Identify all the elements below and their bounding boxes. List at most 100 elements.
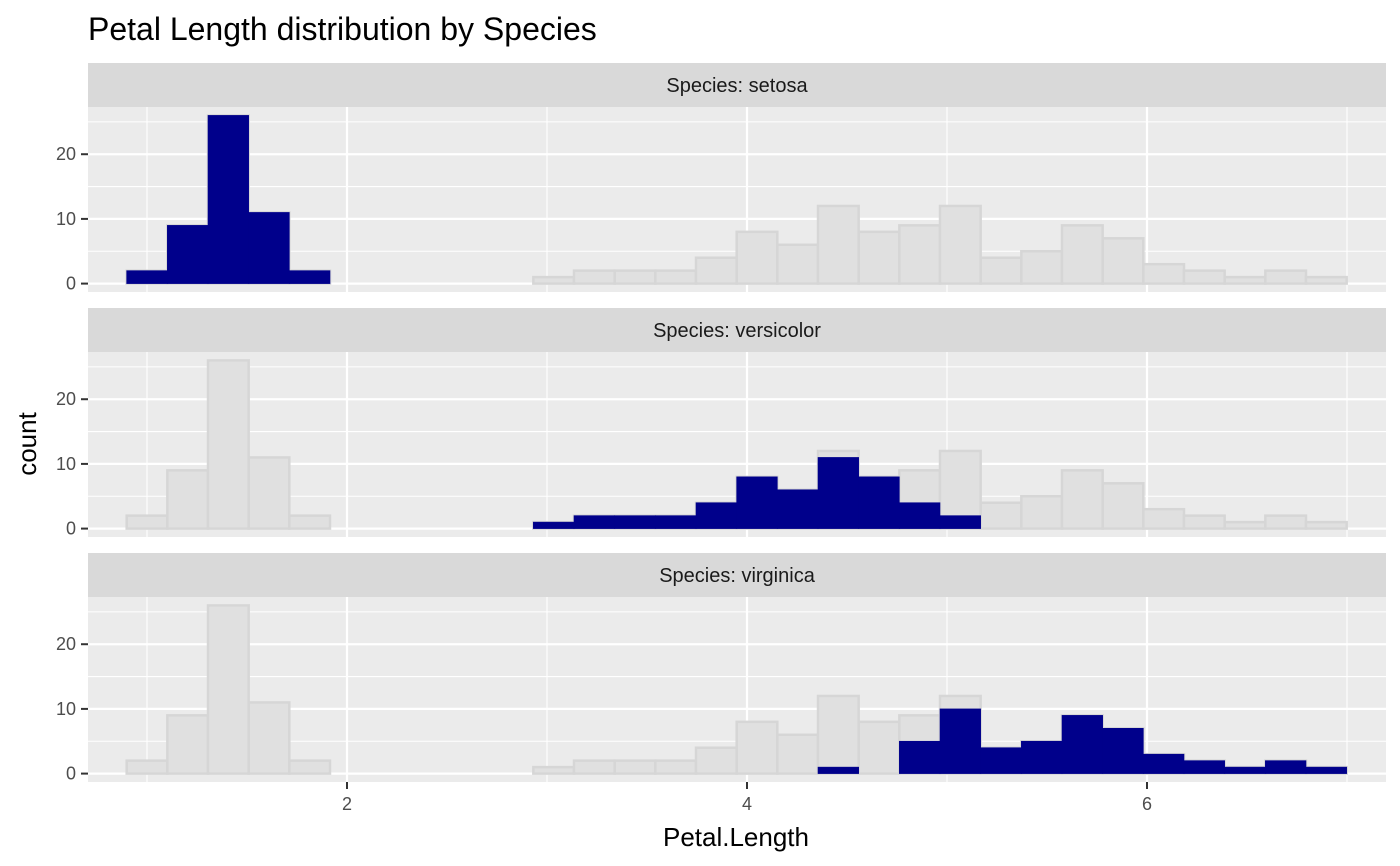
highlight-bar	[980, 747, 1022, 774]
x-tick-label: 2	[342, 794, 352, 814]
background-bar	[857, 720, 901, 775]
highlight-bar	[1224, 766, 1266, 774]
background-bar	[979, 256, 1023, 285]
facet-strip	[88, 553, 1386, 597]
highlight-bar	[1102, 728, 1144, 774]
background-bar	[1182, 269, 1226, 285]
background-bar	[125, 759, 169, 775]
y-tick-label: 0	[66, 764, 76, 784]
background-bar	[572, 759, 616, 775]
highlight-bar	[695, 502, 737, 529]
facet-panel-2: Species: versicolor 0 10 20	[56, 308, 1386, 539]
highlight-bar	[899, 502, 941, 529]
x-tick-label: 6	[1142, 794, 1152, 814]
facet-strip-label: Species: setosa	[666, 75, 808, 97]
background-bar	[206, 604, 250, 775]
x-axis: 2 4 6	[342, 782, 1152, 814]
y-tick-label: 10	[56, 699, 76, 719]
background-bar	[1060, 224, 1104, 285]
facet-panels: Species: setosa 0 10 20 Species: versicolor 0…	[56, 63, 1386, 784]
highlight-bar	[817, 457, 859, 529]
background-bar	[654, 269, 698, 285]
background-bar	[1101, 482, 1145, 530]
y-tick-label: 0	[66, 274, 76, 294]
background-bar	[776, 733, 820, 775]
facet-strip-label: Species: virginica	[659, 565, 816, 587]
background-bar	[898, 224, 942, 285]
y-tick-label: 10	[56, 454, 76, 474]
background-bar	[1264, 269, 1308, 285]
background-bar	[1060, 469, 1104, 530]
highlight-bar	[1061, 715, 1103, 774]
background-bar	[1223, 275, 1267, 285]
highlight-bar	[289, 270, 331, 284]
background-bar	[1182, 514, 1226, 530]
highlight-bar	[1143, 753, 1185, 774]
background-bar	[938, 204, 982, 285]
facet-panel-3: Species: virginica 0 10 20	[56, 553, 1386, 784]
y-tick-label: 20	[56, 144, 76, 164]
highlight-bar	[736, 476, 778, 529]
highlight-bar	[858, 476, 900, 529]
highlight-bar	[777, 489, 819, 529]
facet-strip	[88, 63, 1386, 107]
x-axis-title: Petal.Length	[663, 822, 809, 852]
background-bar	[816, 204, 860, 285]
background-bar	[572, 269, 616, 285]
highlight-bar	[1265, 760, 1307, 774]
highlight-bar	[533, 521, 575, 529]
background-bar	[288, 759, 332, 775]
background-bar	[532, 765, 576, 775]
background-bar	[166, 714, 210, 775]
highlight-bar	[899, 740, 941, 774]
background-bar	[776, 243, 820, 285]
highlight-bar	[817, 766, 859, 774]
background-bar	[857, 230, 901, 285]
background-bar	[1304, 275, 1348, 285]
background-bar	[166, 469, 210, 530]
background-bar	[1142, 262, 1186, 285]
background-bar	[694, 746, 738, 775]
background-bar	[979, 501, 1023, 530]
background-bar	[694, 256, 738, 285]
highlight-bar	[248, 212, 290, 284]
background-bar	[654, 759, 698, 775]
background-bar	[206, 359, 250, 530]
facet-strip-label: Species: versicolor	[653, 320, 821, 342]
background-bar	[735, 720, 779, 775]
background-bar	[1223, 520, 1267, 530]
background-bar	[613, 759, 657, 775]
y-axis-title: count	[12, 411, 42, 475]
highlight-bar	[614, 515, 656, 529]
background-bar	[288, 514, 332, 530]
background-bar	[816, 694, 860, 775]
highlight-bar	[939, 708, 981, 774]
highlight-bar	[1021, 740, 1063, 774]
chart-title: Petal Length distribution by Species	[88, 11, 597, 47]
y-tick-label: 10	[56, 209, 76, 229]
x-tick-label: 4	[742, 794, 752, 814]
highlight-bar	[573, 515, 615, 529]
highlight-bar	[939, 515, 981, 529]
y-tick-label: 0	[66, 519, 76, 539]
highlight-bar	[207, 115, 249, 284]
highlight-bar	[167, 225, 209, 284]
background-bar	[247, 456, 291, 530]
highlight-bar	[1183, 760, 1225, 774]
background-bar	[1020, 494, 1064, 530]
facet-panel-1: Species: setosa 0 10 20	[56, 63, 1386, 294]
facet-strip	[88, 308, 1386, 352]
background-bar	[247, 701, 291, 775]
background-bar	[1264, 514, 1308, 530]
background-bar	[1304, 520, 1348, 530]
background-bar	[1101, 237, 1145, 285]
highlight-bar	[655, 515, 697, 529]
background-bar	[1142, 507, 1186, 530]
background-bar	[125, 514, 169, 530]
background-bar	[735, 230, 779, 285]
y-tick-label: 20	[56, 389, 76, 409]
y-tick-label: 20	[56, 634, 76, 654]
background-bar	[532, 275, 576, 285]
background-bar	[1020, 249, 1064, 285]
